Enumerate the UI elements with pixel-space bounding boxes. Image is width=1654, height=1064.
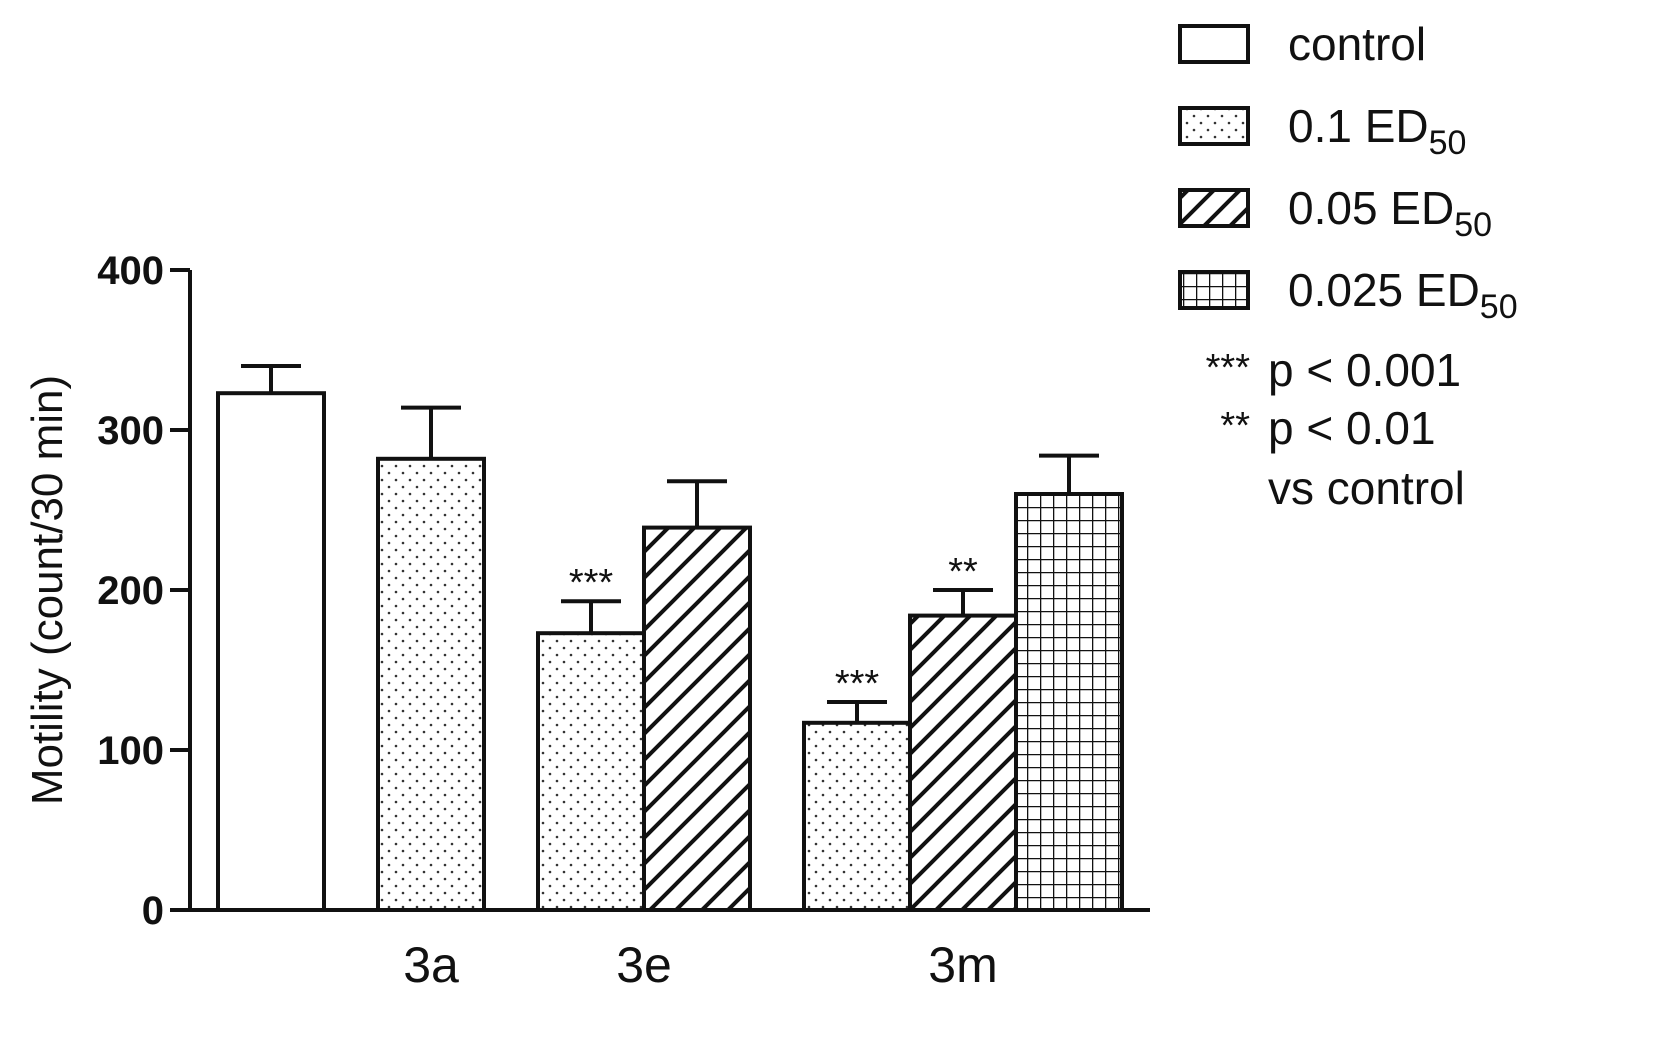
- legend-note-text: vs control: [1268, 462, 1465, 514]
- legend-swatch: [1178, 188, 1250, 228]
- legend-entry-label: 0.1 ED50: [1288, 100, 1466, 162]
- axes: 0 100 200 300 400: [97, 249, 1150, 933]
- legend-note-stars: **: [1220, 405, 1250, 447]
- bar: [216, 391, 326, 912]
- bar: [376, 456, 486, 912]
- y-axis-label: Motility (count/30 min): [23, 375, 72, 805]
- y-tick-label: 200: [97, 569, 164, 613]
- legend-swatch: [1178, 24, 1250, 64]
- bar: [1014, 492, 1124, 912]
- y-tick-label: 100: [97, 729, 164, 773]
- bar: [802, 720, 912, 912]
- bars: 3a***3e*****3m: [216, 364, 1124, 993]
- legend-note-text: p < 0.01: [1268, 402, 1436, 454]
- significance-label: **: [948, 551, 978, 593]
- legend-entry-label: control: [1288, 18, 1426, 70]
- x-tick-label: 3a: [403, 937, 459, 993]
- legend: control 0.1 ED50 0.05 ED50 0.025 ED50 *** p <…: [1178, 18, 1518, 514]
- legend-swatch: [1178, 106, 1250, 146]
- legend-note-text: p < 0.001: [1268, 344, 1461, 396]
- legend-entry-label: 0.025 ED50: [1288, 264, 1518, 326]
- legend-swatch: [1178, 270, 1250, 310]
- bar: [536, 631, 646, 912]
- bar: [642, 525, 752, 912]
- y-tick-label: 0: [142, 889, 164, 933]
- bar: [908, 613, 1018, 912]
- legend-entry-label: 0.05 ED50: [1288, 182, 1492, 244]
- y-tick-label: 400: [97, 249, 164, 293]
- y-tick-label: 300: [97, 409, 164, 453]
- x-tick-label: 3m: [928, 937, 997, 993]
- significance-label: ***: [835, 663, 880, 705]
- significance-label: ***: [569, 562, 614, 604]
- x-tick-label: 3e: [616, 937, 672, 993]
- legend-note-stars: ***: [1206, 347, 1251, 389]
